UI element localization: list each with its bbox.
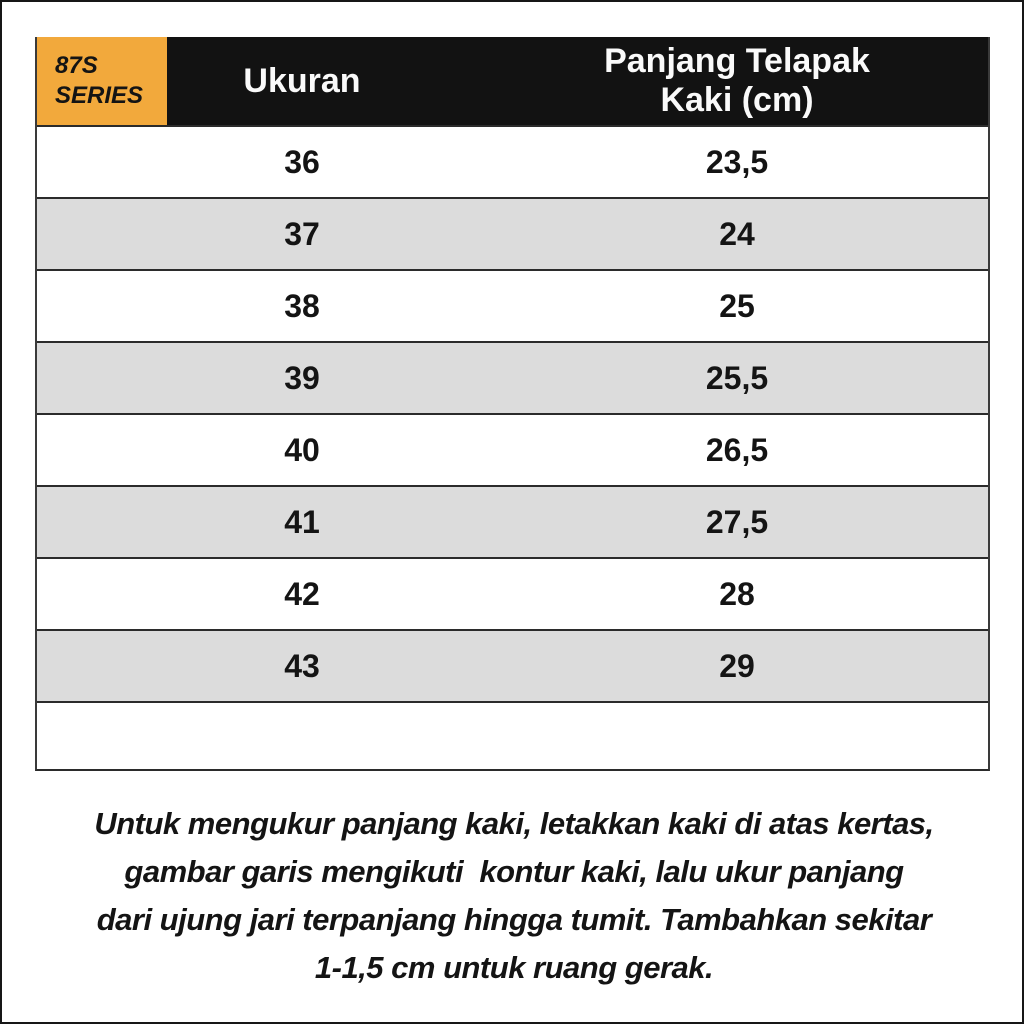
table-row: 43 29 [37, 629, 988, 701]
note-line: Untuk mengukur panjang kaki, letakkan ka… [94, 806, 934, 841]
table-header-row: 87S SERIES Ukuran Panjang Telapak Kaki (… [37, 37, 988, 125]
size-cell: 43 [284, 647, 320, 684]
size-cell: 37 [284, 215, 320, 252]
column-header-length: Panjang Telapak Kaki (cm) [604, 42, 870, 119]
series-badge: 87S SERIES [37, 37, 167, 125]
length-cell: 29 [719, 647, 755, 684]
size-cell: 39 [284, 359, 320, 396]
empty-row [37, 701, 988, 769]
series-badge-line2: SERIES [55, 82, 144, 109]
length-cell: 24 [719, 215, 755, 252]
table-row: 39 25,5 [37, 341, 988, 413]
length-cell: 23,5 [705, 143, 769, 180]
size-cell: 40 [284, 431, 320, 468]
note-line: dari ujung jari terpanjang hingga tumit.… [96, 902, 932, 937]
measurement-note: Untuk mengukur panjang kaki, letakkan ka… [2, 800, 1024, 992]
size-cell: 36 [284, 143, 320, 180]
table-row: 36 23,5 [37, 125, 988, 197]
size-cell: 41 [284, 503, 320, 540]
length-cell: 25 [719, 287, 755, 324]
size-cell: 42 [284, 575, 320, 612]
length-cell: 25,5 [705, 359, 769, 396]
table-row: 38 25 [37, 269, 988, 341]
size-cell: 38 [284, 287, 320, 324]
column-header-size: Ukuran [243, 61, 361, 100]
table-row: 42 28 [37, 557, 988, 629]
length-cell: 26,5 [705, 431, 769, 468]
table-row: 41 27,5 [37, 485, 988, 557]
note-line: gambar garis mengikuti kontur kaki, lalu… [124, 854, 904, 889]
series-badge-line1: 87S [55, 52, 98, 79]
table-row: 37 24 [37, 197, 988, 269]
length-cell: 27,5 [705, 503, 769, 540]
note-line: 1-1,5 cm untuk ruang gerak. [314, 950, 714, 985]
table-row: 40 26,5 [37, 413, 988, 485]
size-table: 87S SERIES Ukuran Panjang Telapak Kaki (… [35, 37, 990, 771]
length-cell: 28 [719, 575, 755, 612]
